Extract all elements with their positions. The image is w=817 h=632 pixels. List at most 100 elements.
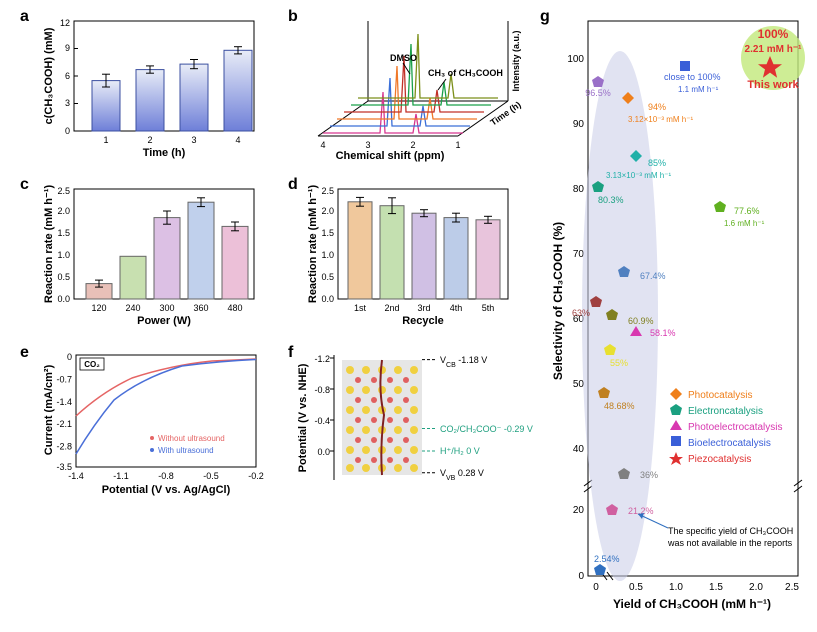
svg-text:20: 20: [573, 505, 585, 516]
svg-text:0.5: 0.5: [321, 272, 334, 282]
panel-e-chart: 0 -0.7-1.4-2.1-2.8-3.5 -1.4-1.1-0.8-0.5-…: [42, 350, 272, 495]
svg-text:0: 0: [65, 126, 70, 136]
svg-text:50: 50: [573, 379, 585, 390]
svg-text:58.1%: 58.1%: [650, 328, 676, 338]
svg-text:-0.8: -0.8: [314, 385, 330, 395]
svg-text:Electroncatalysis: Electroncatalysis: [688, 406, 763, 417]
svg-text:2.21 mM h⁻¹: 2.21 mM h⁻¹: [745, 44, 803, 55]
svg-text:63%: 63%: [572, 308, 590, 318]
svg-text:1.5: 1.5: [709, 582, 723, 593]
svg-text:Photocatalysis: Photocatalysis: [688, 390, 752, 401]
panel-f-chart: -1.2-0.8-0.40.0 VCB -1.18 V CO₂/CH₃: [298, 350, 523, 495]
svg-text:77.6%: 77.6%: [734, 206, 760, 216]
svg-text:94%: 94%: [648, 102, 666, 112]
svg-text:VVB 0.28 V: VVB 0.28 V: [440, 468, 484, 482]
svg-text:CO₂/CH₃COO⁻ -0.29 V: CO₂/CH₃COO⁻ -0.29 V: [440, 424, 533, 434]
svg-text:12: 12: [60, 18, 70, 28]
svg-text:3: 3: [65, 98, 70, 108]
svg-text:1st: 1st: [354, 303, 367, 313]
svg-text:1.5: 1.5: [321, 228, 334, 238]
svg-text:1.0: 1.0: [57, 250, 70, 260]
panel-f-ylabel: Potential (V vs. NHE): [297, 363, 309, 472]
svg-text:4: 4: [320, 140, 325, 150]
svg-text:1: 1: [103, 135, 108, 145]
svg-text:-0.2: -0.2: [248, 471, 264, 481]
panel-e-xlabel: Potential (V vs. Ag/AgCl): [102, 484, 231, 496]
svg-text:close to 100%: close to 100%: [664, 72, 721, 82]
svg-text:3.12×10⁻³ mM h⁻¹: 3.12×10⁻³ mM h⁻¹: [628, 115, 693, 124]
svg-text:480: 480: [227, 303, 242, 313]
panel-c-label: c: [20, 176, 29, 194]
svg-text:80: 80: [573, 184, 585, 195]
svg-text:1.0: 1.0: [321, 250, 334, 260]
panel-d-chart: 0.00.51.0 1.52.02.5 1st2nd3rd4th5th Recy…: [308, 184, 518, 324]
svg-text:2.0: 2.0: [749, 582, 763, 593]
svg-text:67.4%: 67.4%: [640, 271, 666, 281]
panel-a-label: a: [20, 8, 29, 26]
svg-text:-0.4: -0.4: [314, 416, 330, 426]
svg-text:4: 4: [235, 135, 240, 145]
svg-text:2.5: 2.5: [785, 582, 799, 593]
svg-text:VCB -1.18 V: VCB -1.18 V: [440, 355, 487, 369]
svg-text:3.13×10⁻³ mM h⁻¹: 3.13×10⁻³ mM h⁻¹: [606, 171, 671, 180]
svg-text:-0.5: -0.5: [203, 471, 219, 481]
svg-text:0.5: 0.5: [57, 272, 70, 282]
svg-text:2: 2: [147, 135, 152, 145]
svg-text:4th: 4th: [450, 303, 463, 313]
svg-text:2.0: 2.0: [57, 206, 70, 216]
svg-text:1: 1: [455, 140, 460, 150]
panel-b-xlabel: Chemical shift (ppm): [336, 150, 445, 162]
panel-c-chart: 0.00.51.0 1.52.02.5 120240300360480 Powe…: [42, 184, 272, 324]
svg-text:36%: 36%: [640, 470, 658, 480]
svg-text:2.54%: 2.54%: [594, 554, 620, 564]
svg-text:9: 9: [65, 43, 70, 53]
panel-g-chart: 405060 708090100 020 00.51.01.52.02.5 10…: [548, 16, 808, 616]
svg-text:-0.8: -0.8: [158, 471, 174, 481]
svg-text:0: 0: [593, 582, 599, 593]
svg-text:0: 0: [67, 352, 72, 362]
svg-text:70: 70: [573, 249, 585, 260]
panel-a-ylabel: c(CH₃COOH) (mM): [43, 27, 55, 124]
svg-text:60.9%: 60.9%: [628, 316, 654, 326]
svg-text:With ultrasound: With ultrasound: [158, 446, 214, 455]
svg-text:0: 0: [578, 571, 584, 582]
panel-c-ylabel: Reaction rate (mM h⁻¹): [43, 185, 55, 304]
svg-text:2nd: 2nd: [384, 303, 399, 313]
svg-text:90: 90: [573, 119, 585, 130]
svg-text:1.6 mM h⁻¹: 1.6 mM h⁻¹: [724, 219, 765, 228]
panel-b-label: b: [288, 8, 298, 26]
panel-a-xlabel: Time (h): [143, 147, 186, 159]
svg-text:3: 3: [191, 135, 196, 145]
panel-g-xlabel: Yield of CH₃COOH (mM h⁻¹): [613, 597, 771, 611]
svg-text:300: 300: [159, 303, 174, 313]
svg-text:-2.1: -2.1: [56, 419, 72, 429]
svg-text:was not available in the repor: was not available in the reports: [667, 538, 793, 548]
svg-text:This work: This work: [747, 79, 799, 91]
svg-text:Time (h): Time (h): [488, 99, 522, 127]
panel-d-label: d: [288, 176, 298, 194]
panel-e-label: e: [20, 344, 29, 362]
svg-text:-1.4: -1.4: [68, 471, 84, 481]
svg-text:-1.1: -1.1: [113, 471, 129, 481]
svg-text:H⁺/H₂ 0 V: H⁺/H₂ 0 V: [440, 446, 480, 456]
svg-text:CH₃ of CH₃COOH: CH₃ of CH₃COOH: [428, 68, 503, 78]
svg-text:96.5%: 96.5%: [585, 88, 611, 98]
svg-text:100: 100: [567, 54, 584, 65]
panel-d-ylabel: Reaction rate (mM h⁻¹): [307, 185, 319, 304]
svg-text:40: 40: [573, 444, 585, 455]
svg-text:80.3%: 80.3%: [598, 195, 624, 205]
svg-text:1.0: 1.0: [669, 582, 683, 593]
svg-text:85%: 85%: [648, 158, 666, 168]
panel-e-ylabel: Current (mA/cm²): [43, 364, 55, 455]
svg-text:Intensity (a.u.): Intensity (a.u.): [511, 30, 521, 91]
svg-text:120: 120: [91, 303, 106, 313]
svg-text:0.0: 0.0: [321, 294, 334, 304]
svg-text:55%: 55%: [610, 358, 628, 368]
svg-text:1.1 mM h⁻¹: 1.1 mM h⁻¹: [678, 85, 719, 94]
svg-text:1.5: 1.5: [57, 228, 70, 238]
svg-text:-1.4: -1.4: [56, 397, 72, 407]
svg-text:3: 3: [365, 140, 370, 150]
svg-text:The specific yield of CH₃COOH: The specific yield of CH₃COOH: [668, 526, 793, 536]
svg-text:2.5: 2.5: [57, 186, 70, 196]
svg-text:360: 360: [193, 303, 208, 313]
